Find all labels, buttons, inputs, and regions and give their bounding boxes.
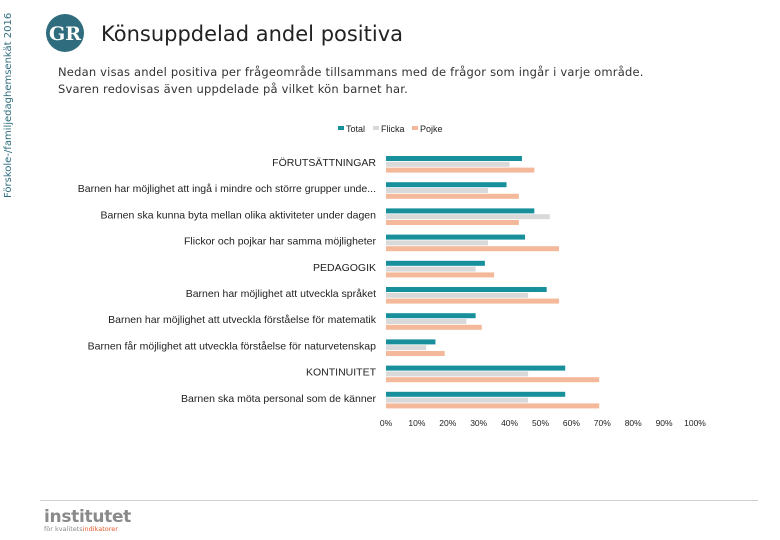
brand-sub-accent: indikatorer [82,525,118,533]
bar-flicka [386,161,510,167]
category-label: Barnen har möjlighet att utveckla förstå… [108,314,377,326]
category-label: PEDAGOGIK [313,262,376,274]
gr-logo-circle [46,14,84,52]
category-label: FÖRUTSÄTTNINGAR [272,157,376,169]
bar-total [386,365,566,371]
description-line-2: Svaren redovisas även uppdelade på vilke… [58,82,409,96]
bar-flicka [386,240,488,246]
x-tick-label: 70% [594,418,611,428]
bar-total [386,260,485,266]
bar-flicka [386,214,550,220]
x-tick-label: 40% [501,418,518,428]
bar-pojke [386,246,560,252]
bar-pojke [386,167,535,173]
legend-swatch-flicka [373,126,379,130]
bar-pojke [386,403,600,409]
bar-flicka [386,292,529,298]
gr-logo: GR [46,14,84,52]
bar-total [386,208,535,214]
x-tick-label: 0% [380,418,393,428]
x-tick-label: 100% [684,418,706,428]
category-label: Barnen har möjlighet att utveckla språke… [186,288,376,300]
category-label: Flickor och pojkar har samma möjligheter [184,236,376,248]
description-line-1: Nedan visas andel positiva per frågeområ… [58,65,644,79]
bar-pojke [386,193,519,199]
legend-swatch-total [338,126,344,130]
bar-chart: Total Flicka Pojke FÖRUTSÄTTNINGAR Barnen ha… [78,124,707,428]
page-title: Könsuppdelad andel positiva [101,22,404,46]
brand-subtitle: för kvalitetsindikatorer [44,525,131,533]
bar-flicka [386,371,529,377]
bar-total [386,287,547,292]
bar-pojke [386,298,560,304]
brand-logo: institutet för kvalitetsindikatorer [44,507,131,533]
bar-total [386,156,522,161]
bar-total [386,391,566,397]
category-label: Barnen får möjlighet att utveckla förstå… [88,340,376,352]
brand-name: institutet [44,507,132,527]
x-tick-label: 30% [470,418,487,428]
bar-flicka [386,319,467,324]
bar-total [386,313,476,319]
legend-swatch-pojke [412,126,418,130]
category-label: Barnen ska kunna byta mellan olika aktiv… [100,209,376,221]
bar-flicka [386,345,427,351]
category-label: KONTINUITET [306,367,377,379]
bar-total [386,234,526,240]
x-tick-label: 60% [563,418,580,428]
legend-label-flicka: Flicka [381,124,405,134]
bar-total [386,339,436,345]
category-label: Barnen ska möta personal som de känner [181,393,376,405]
brand-sub-prefix: för kvalitets [44,525,83,533]
bar-pojke [386,324,482,330]
bar-pojke [386,220,519,225]
legend-label-pojke: Pojke [420,124,443,134]
x-tick-label: 20% [439,418,456,428]
x-tick-label: 90% [656,418,673,428]
description: Nedan visas andel positiva per frågeområ… [58,64,644,98]
bar-pojke [386,272,495,278]
x-tick-label: 80% [625,418,642,428]
legend-label-total: Total [346,124,365,134]
footer-divider [40,500,758,501]
bar-pojke [386,377,600,383]
bar-pojke [386,351,445,356]
bar-flicka [386,266,476,272]
bar-total [386,182,507,188]
category-label: Barnen har möjlighet att ingå i mindre o… [78,183,376,195]
bar-flicka [386,397,529,403]
x-tick-label: 50% [532,418,549,428]
bar-flicka [386,188,488,193]
x-tick-label: 10% [408,418,425,428]
gr-logo-text: GR [49,23,81,45]
